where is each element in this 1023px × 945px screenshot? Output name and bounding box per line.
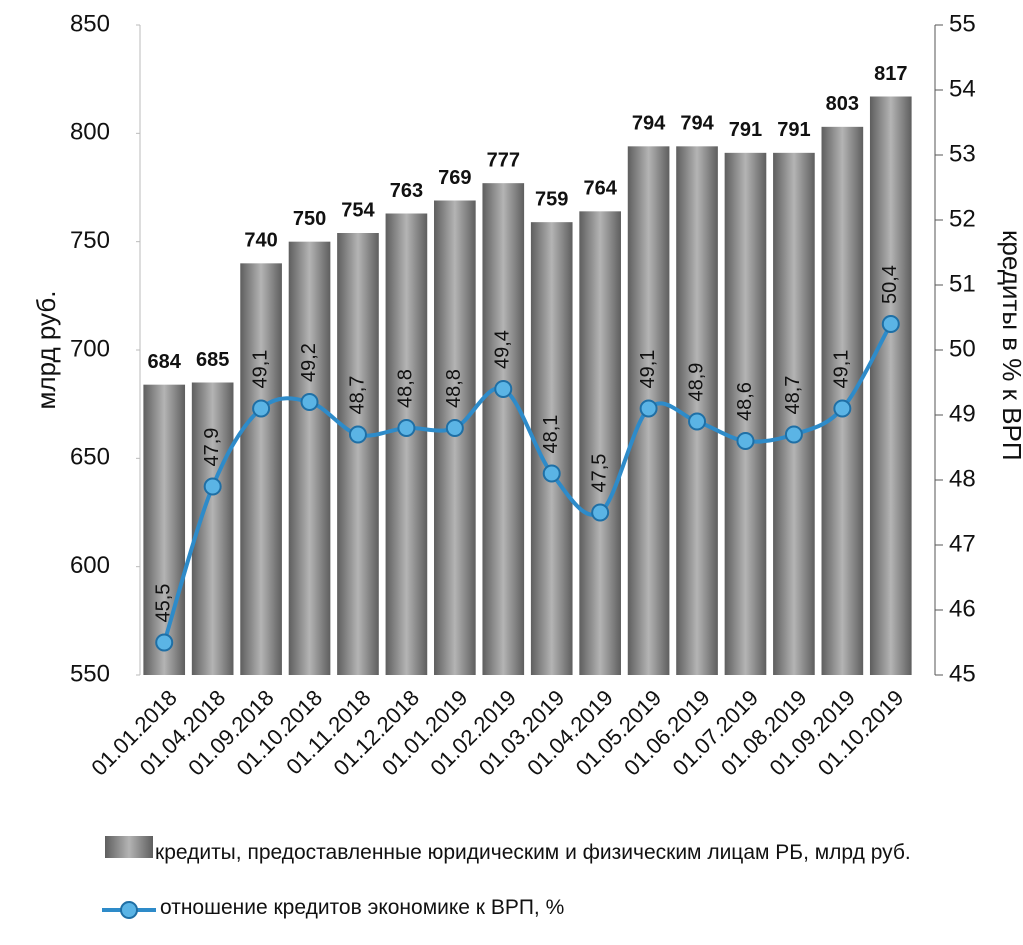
bar bbox=[288, 241, 331, 675]
point bbox=[494, 380, 513, 398]
point bbox=[252, 399, 271, 418]
point bbox=[639, 399, 658, 418]
y2-tick-label: 52 bbox=[949, 205, 976, 232]
y-tick-label: 750 bbox=[70, 227, 110, 254]
bar-value-label: 750 bbox=[293, 208, 326, 230]
line-value-label: 47,9 bbox=[201, 428, 223, 467]
y-tick-label: 800 bbox=[70, 119, 110, 146]
point bbox=[203, 477, 222, 496]
y-tick-label: 550 bbox=[70, 660, 110, 687]
bar bbox=[579, 211, 621, 676]
line-value-label: 45,5 bbox=[153, 584, 175, 623]
y2-tick-label: 49 bbox=[949, 400, 976, 427]
bar-value-label: 740 bbox=[244, 230, 277, 252]
point bbox=[348, 425, 367, 444]
point bbox=[833, 399, 852, 418]
bar bbox=[773, 152, 815, 676]
bar-value-label: 685 bbox=[196, 349, 229, 371]
line-value-label: 48,7 bbox=[346, 376, 368, 415]
bar-value-label: 794 bbox=[680, 113, 714, 135]
bar-value-label: 684 bbox=[148, 351, 182, 373]
y-tick-label: 700 bbox=[70, 335, 110, 362]
point bbox=[397, 419, 416, 437]
point bbox=[445, 419, 464, 437]
bar-value-label: 777 bbox=[487, 149, 520, 171]
line-value-label: 48,7 bbox=[782, 376, 804, 415]
bar-value-label: 817 bbox=[874, 63, 907, 85]
legend-marker bbox=[120, 901, 138, 919]
y2-tick-label: 55 bbox=[949, 10, 976, 37]
point bbox=[688, 412, 707, 431]
bar bbox=[676, 146, 718, 676]
line-value-label: 49,1 bbox=[249, 350, 271, 389]
y2-tick-label: 53 bbox=[949, 140, 976, 167]
bar bbox=[240, 263, 282, 675]
bar-value-label: 803 bbox=[826, 93, 859, 115]
point bbox=[155, 633, 174, 652]
line-value-label: 48,9 bbox=[685, 363, 707, 402]
y2-tick-label: 45 bbox=[949, 660, 976, 687]
line-value-label: 49,2 bbox=[298, 343, 320, 382]
y2-tick-label: 47 bbox=[949, 530, 976, 557]
bar-value-label: 791 bbox=[777, 119, 810, 141]
line-value-label: 49,4 bbox=[492, 330, 514, 369]
line-value-label: 48,6 bbox=[734, 382, 756, 421]
bar bbox=[434, 200, 476, 675]
y2-tick-label: 51 bbox=[949, 270, 976, 297]
y2-tick-label: 48 bbox=[949, 465, 976, 492]
legend-label: отношение кредитов экономике к ВРП, % bbox=[160, 896, 565, 919]
bar bbox=[337, 233, 379, 675]
line-value-label: 47,5 bbox=[588, 454, 610, 493]
line-value-label: 48,8 bbox=[443, 369, 465, 408]
line-value-label: 49,1 bbox=[831, 350, 853, 389]
point bbox=[591, 503, 610, 522]
y2-tick-label: 46 bbox=[949, 595, 976, 622]
bar-value-label: 794 bbox=[632, 113, 666, 135]
bar bbox=[385, 213, 428, 675]
legend-label: кредиты, предоставленные юридическим и ф… bbox=[155, 841, 911, 864]
y-tick-label: 600 bbox=[70, 552, 110, 579]
legend-bar-swatch bbox=[105, 836, 153, 858]
y2-tick-label: 54 bbox=[949, 75, 976, 102]
line-value-label: 50,4 bbox=[879, 265, 901, 304]
bar bbox=[482, 183, 525, 675]
y-tick-label: 850 bbox=[70, 10, 110, 37]
bar bbox=[724, 152, 767, 676]
legend-line-swatch bbox=[102, 901, 156, 919]
bar bbox=[143, 384, 186, 675]
line-value-label: 49,1 bbox=[637, 350, 659, 389]
y2-tick-label: 50 bbox=[949, 335, 976, 362]
bar-value-label: 759 bbox=[535, 188, 568, 210]
point bbox=[542, 464, 561, 483]
point bbox=[736, 432, 755, 450]
y2-axis-label: кредиты в % к ВРП bbox=[997, 230, 1023, 461]
bar-value-label: 791 bbox=[729, 119, 762, 141]
bar-value-label: 754 bbox=[341, 199, 375, 221]
point bbox=[784, 425, 803, 444]
point bbox=[300, 393, 319, 411]
bar-value-label: 763 bbox=[390, 180, 423, 202]
bar-value-label: 764 bbox=[583, 178, 617, 200]
bar-value-label: 769 bbox=[438, 167, 471, 189]
y-axis-label: млрд руб. bbox=[31, 291, 61, 410]
line-value-label: 48,8 bbox=[395, 369, 417, 408]
line-value-label: 48,1 bbox=[540, 415, 562, 454]
bar bbox=[869, 96, 912, 675]
point bbox=[881, 315, 900, 333]
y-tick-label: 650 bbox=[70, 444, 110, 471]
